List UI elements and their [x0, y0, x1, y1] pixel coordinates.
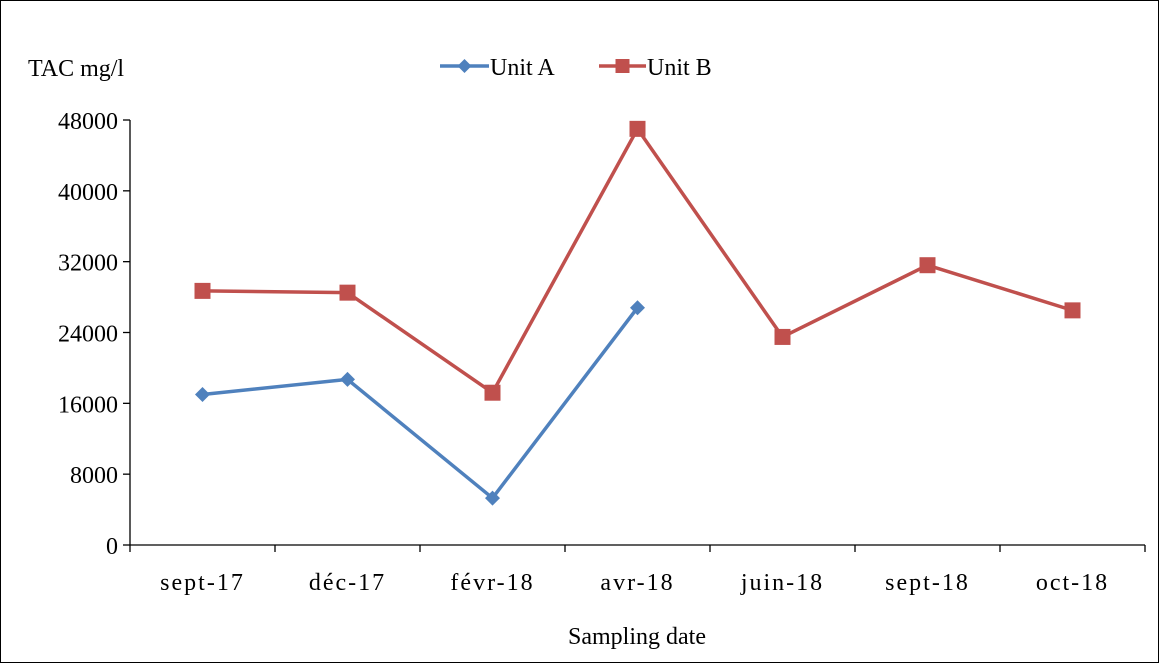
y-tick-label: 32000 [58, 251, 118, 277]
x-tick-label: oct-18 [1036, 570, 1109, 596]
legend: Unit A Unit B [440, 55, 712, 81]
x-axis-label: Sampling date [568, 624, 706, 650]
data-point-unit-b [629, 120, 646, 137]
legend-label-unit-a: Unit A [490, 55, 555, 81]
y-tick-label: 8000 [70, 463, 118, 489]
x-tick-label: avr-18 [600, 570, 674, 596]
series-line-unit-a [202, 306, 639, 500]
data-point-unit-b [919, 257, 936, 274]
data-point-unit-b [339, 284, 356, 301]
series-unit-a [195, 300, 645, 506]
legend-marker-unit-b [615, 59, 630, 73]
x-ticks: sept-17 déc-17 févr-18 avr-18 juin-18 sept-18… [129, 545, 1146, 596]
series-unit-b [194, 120, 1081, 401]
data-point-unit-a [195, 386, 210, 402]
series-line-unit-b [202, 127, 1074, 395]
y-ticks: 0 8000 16000 24000 32000 40000 48000 [58, 109, 130, 560]
x-tick-label: sept-17 [160, 570, 245, 596]
y-tick-label: 0 [106, 534, 118, 560]
x-tick-label: sept-18 [885, 570, 970, 596]
x-tick-label: juin-18 [740, 570, 824, 596]
y-tick-label: 48000 [58, 109, 118, 135]
data-point-unit-a [630, 300, 645, 316]
x-tick-label: févr-18 [450, 570, 534, 596]
y-axis-label: TAC mg/l [28, 56, 124, 82]
y-tick-label: 40000 [58, 180, 118, 206]
data-point-unit-b [484, 384, 501, 401]
data-point-unit-a [340, 371, 355, 387]
x-tick-label: déc-17 [309, 570, 386, 596]
data-point-unit-b [1064, 302, 1081, 319]
y-tick-label: 16000 [58, 392, 118, 418]
legend-item-unit-a: Unit A [440, 55, 555, 81]
legend-marker-unit-a [457, 59, 472, 73]
y-tick-label: 24000 [58, 322, 118, 348]
legend-item-unit-b: Unit B [599, 55, 712, 81]
data-point-unit-b [774, 328, 791, 345]
legend-label-unit-b: Unit B [647, 55, 712, 81]
data-point-unit-b [194, 282, 211, 299]
data-point-unit-a [485, 490, 500, 506]
series-layer [194, 120, 1081, 506]
